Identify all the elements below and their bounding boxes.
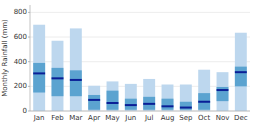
grid-line bbox=[30, 37, 250, 38]
iqr-bar bbox=[70, 70, 82, 96]
range-bar bbox=[143, 79, 155, 111]
iqr-bar bbox=[88, 95, 100, 110]
range-bar bbox=[198, 70, 210, 111]
y-tick-label: 800 bbox=[14, 8, 27, 16]
x-tick-label: Dec bbox=[234, 114, 248, 122]
x-axis: Jan Feb Mar Apr May Jun Jul Aug Sep Oct Nov Dec bbox=[33, 114, 248, 122]
iqr-bar bbox=[198, 93, 210, 110]
median-line bbox=[125, 104, 137, 106]
iqr-bar bbox=[162, 99, 174, 110]
chart: 0 200 400 600 800 Jan Feb Mar Apr May Jun Jul Aug Sep… bbox=[0, 0, 254, 124]
x-tick-label: Mar bbox=[69, 114, 82, 122]
x-tick-label: Oct bbox=[198, 114, 210, 122]
x-tick-label: Jan bbox=[33, 114, 45, 122]
series-range bbox=[33, 63, 247, 110]
iqr-bar bbox=[52, 68, 64, 96]
iqr-bar bbox=[143, 97, 155, 110]
y-axis-title: Monthly Rainfall (mm) bbox=[1, 19, 9, 97]
median-line bbox=[70, 79, 82, 81]
iqr-bar bbox=[217, 87, 229, 101]
x-tick-label: May bbox=[105, 114, 119, 122]
median-line bbox=[162, 105, 174, 107]
range-bar bbox=[33, 25, 45, 111]
median-line bbox=[33, 72, 45, 74]
iqr-bar bbox=[107, 91, 119, 110]
median-line bbox=[52, 77, 64, 79]
y-tick-label: 600 bbox=[14, 33, 27, 41]
y-tick-label: 200 bbox=[14, 82, 27, 90]
y-tick-label: 0 bbox=[23, 107, 27, 115]
median-line bbox=[217, 89, 229, 91]
median-line bbox=[180, 107, 192, 109]
range-bar bbox=[180, 85, 192, 112]
x-tick-label: Aug bbox=[161, 114, 175, 122]
series-range bbox=[33, 25, 247, 111]
x-tick-label: Jul bbox=[144, 114, 154, 122]
median-line bbox=[198, 101, 210, 103]
range-bar bbox=[52, 41, 64, 111]
range-bar bbox=[217, 72, 229, 111]
median-line bbox=[235, 71, 247, 73]
x-axis-line bbox=[30, 111, 250, 112]
range-bar bbox=[162, 85, 174, 112]
iqr-bar bbox=[125, 99, 137, 110]
marks bbox=[33, 25, 247, 111]
x-tick-label: Nov bbox=[216, 114, 230, 122]
median-line bbox=[107, 102, 119, 104]
range-bar bbox=[70, 28, 82, 111]
x-tick-label: Apr bbox=[88, 114, 100, 122]
iqr-bar bbox=[33, 63, 45, 93]
range-bar bbox=[88, 86, 100, 111]
range-bar bbox=[235, 33, 247, 111]
median-line bbox=[143, 103, 155, 105]
iqr-bar bbox=[180, 102, 192, 110]
iqr-bar bbox=[235, 67, 247, 87]
range-bar bbox=[107, 81, 119, 111]
grid-line bbox=[30, 12, 250, 13]
x-tick-label: Sep bbox=[179, 114, 193, 122]
y-axis-line bbox=[30, 5, 31, 111]
grid-line bbox=[30, 111, 250, 112]
y-tick-label: 400 bbox=[14, 58, 27, 66]
range-bar bbox=[125, 84, 137, 111]
y-axis: 0 200 400 600 800 bbox=[14, 8, 250, 115]
x-tick-label: Jun bbox=[124, 114, 136, 122]
x-tick-label: Feb bbox=[51, 114, 64, 122]
median-line bbox=[88, 99, 100, 101]
series-median bbox=[33, 72, 247, 107]
